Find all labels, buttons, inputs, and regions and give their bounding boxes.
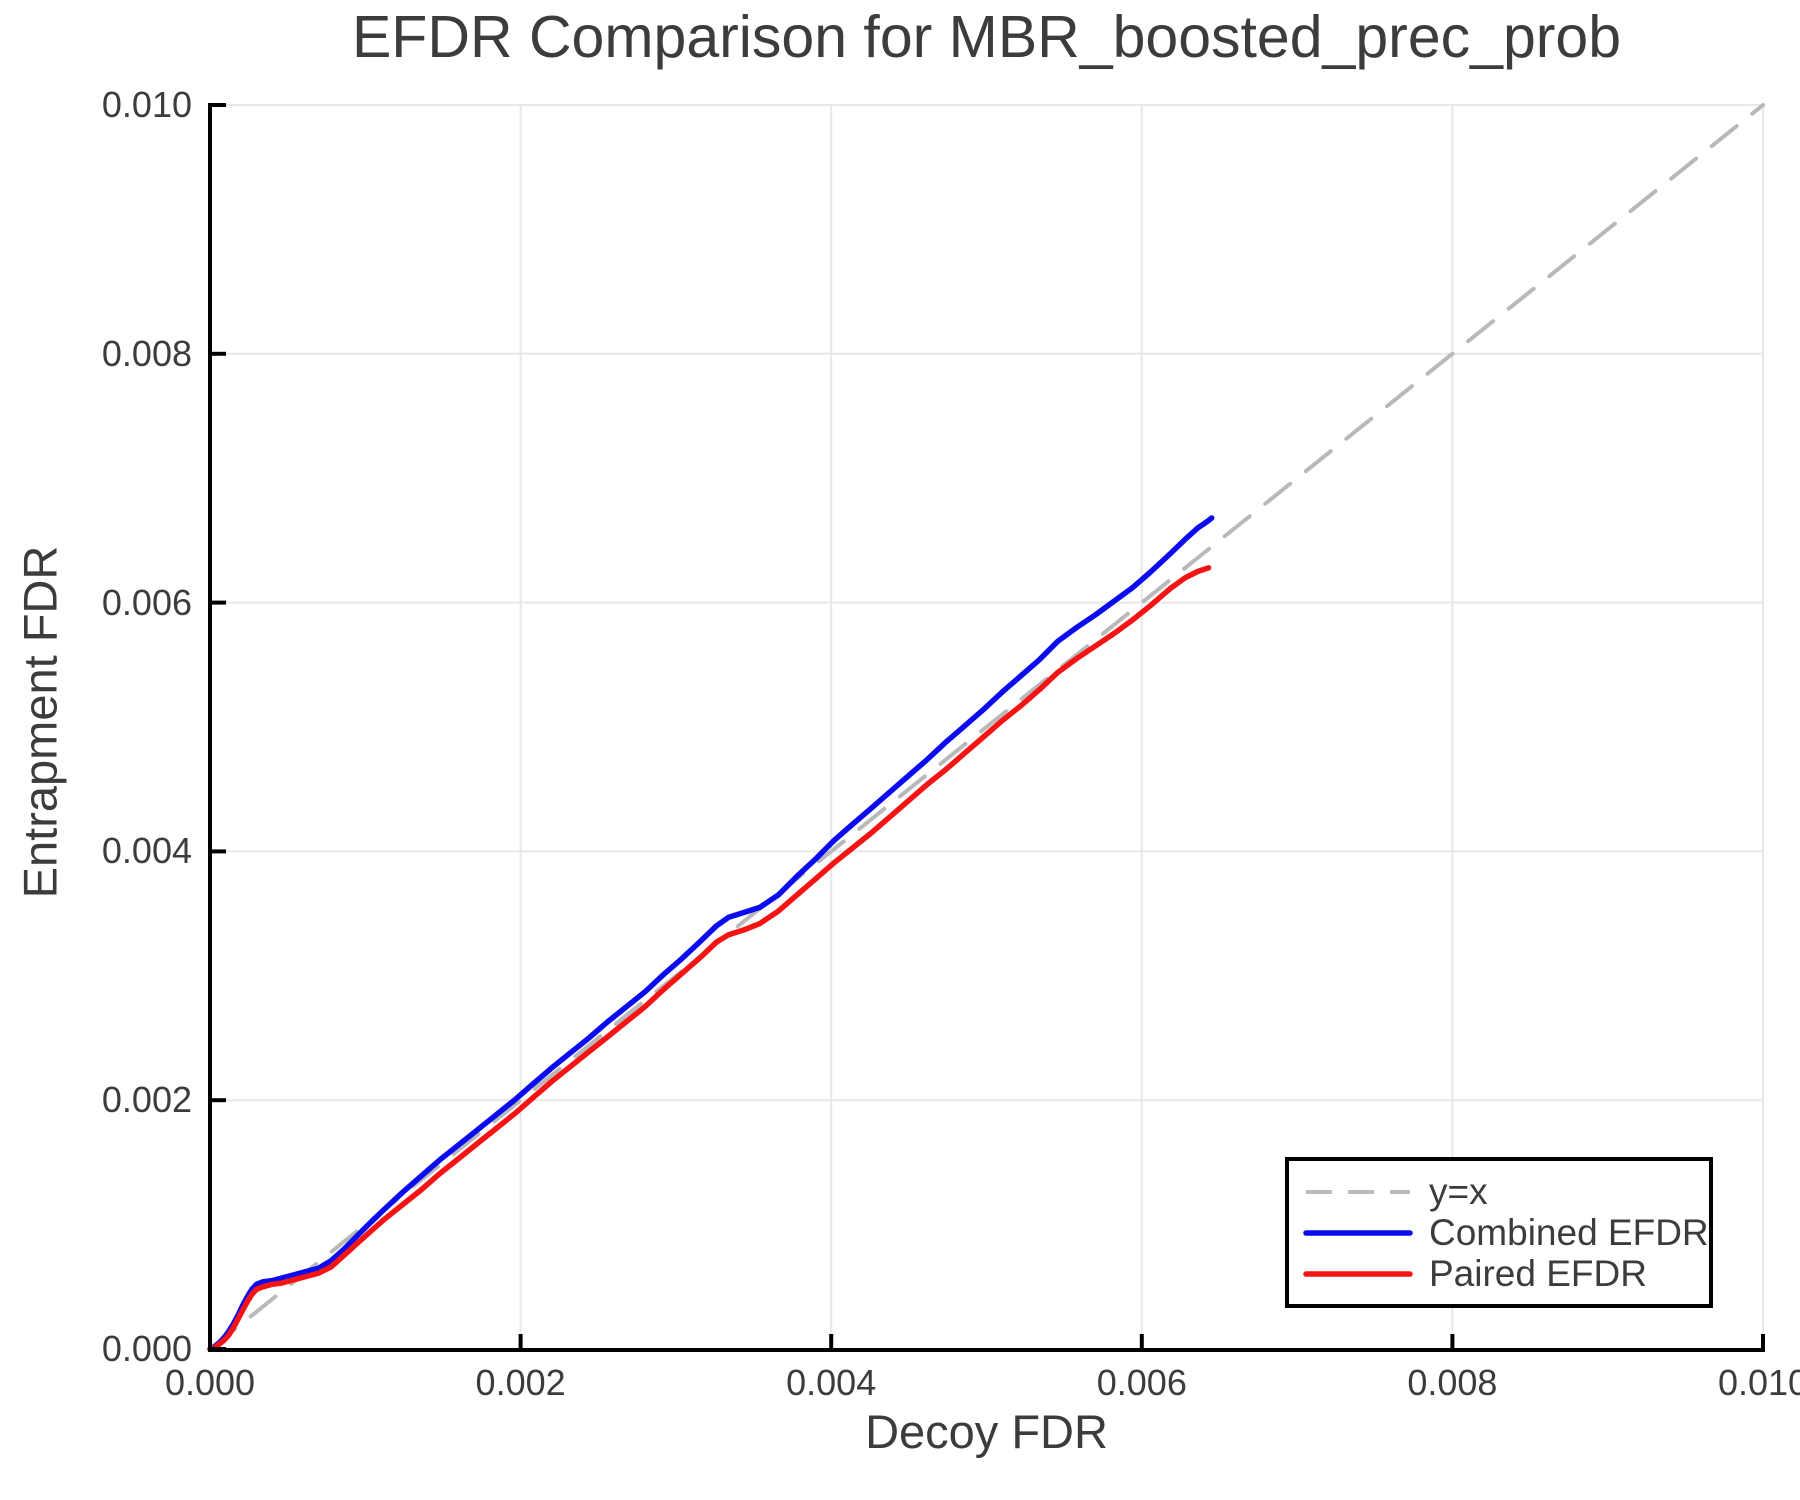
legend: y=x Combined EFDR Paired EFDR <box>1285 1157 1713 1308</box>
y-tick-label: 0.002 <box>101 1079 192 1121</box>
paired-efdr-line <box>207 565 1212 1352</box>
y-tick-label: 0.004 <box>101 830 192 872</box>
x-tick-label: 0.008 <box>1407 1362 1498 1403</box>
legend-item-yx: y=x <box>1303 1171 1709 1212</box>
y-tick-label: 0.000 <box>101 1328 192 1369</box>
legend-label-combined-efdr: Combined EFDR <box>1429 1212 1709 1253</box>
legend-item-combined-efdr: Combined EFDR <box>1303 1212 1709 1253</box>
combined-efdr-line <box>207 515 1215 1352</box>
y-tick-label: 0.006 <box>101 581 192 623</box>
x-tick-label: 0.006 <box>1096 1362 1187 1403</box>
y-tick-label: 0.010 <box>101 84 192 125</box>
x-tick-label: 0.010 <box>1717 1362 1800 1403</box>
legend-blue-line-icon <box>1303 1229 1413 1236</box>
legend-dashed-line-icon <box>1306 1189 1410 1194</box>
y-tick-label: 0.008 <box>101 332 192 374</box>
legend-item-paired-efdr: Paired EFDR <box>1303 1253 1709 1294</box>
x-tick-label: 0.000 <box>164 1362 256 1403</box>
legend-label-paired-efdr: Paired EFDR <box>1429 1253 1647 1294</box>
legend-label-yx: y=x <box>1429 1171 1488 1212</box>
x-tick-label: 0.004 <box>786 1362 877 1403</box>
x-axis-label: Decoy FDR <box>865 1405 1108 1458</box>
x-tick-label: 0.002 <box>475 1362 566 1403</box>
yx-reference-line <box>208 103 1765 1351</box>
chart-title: EFDR Comparison for MBR_boosted_prec_pro… <box>351 4 1622 70</box>
legend-red-line-icon <box>1303 1270 1413 1277</box>
